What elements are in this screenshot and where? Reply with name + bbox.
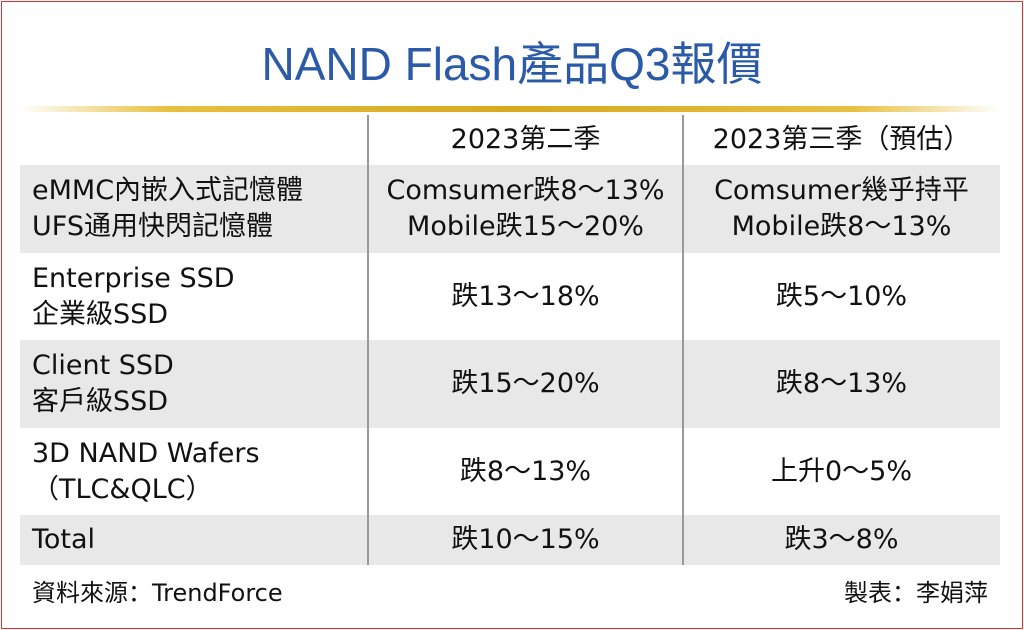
cell-line: Total <box>32 524 96 555</box>
cell-line: Comsumer跌8～13% <box>386 175 665 206</box>
title: NAND Flash產品Q3報價 <box>261 38 763 90</box>
cell-line: UFS通用快閃記憶體 <box>32 211 273 242</box>
table-cell: 上升0～5% <box>683 428 1000 515</box>
header-cell: 2023第三季（預估） <box>683 115 1000 165</box>
table-cell: 3D NAND Wafers （TLC&QLC） <box>32 428 372 515</box>
cell-line: 跌3～8% <box>784 524 899 555</box>
header-row: 2023第二季 2023第三季（預估） <box>20 115 1000 165</box>
credit: 製表：李娟萍 <box>844 579 988 607</box>
cell-line: Mobile跌8～13% <box>731 211 952 242</box>
source: 資料來源：TrendForce <box>32 579 283 607</box>
table-cell: Client SSD 客戶級SSD <box>32 340 372 428</box>
table-row: eMMC內嵌入式記憶體 UFS通用快閃記憶體 Comsumer跌8～13% Mobil… <box>20 165 1000 253</box>
table-cell: 跌8～13% <box>683 340 1000 428</box>
cell-line: 跌8～13% <box>459 455 592 487</box>
cell-line: 跌13～18% <box>451 280 600 312</box>
table-row: 3D NAND Wafers （TLC&QLC） 跌8～13% 上升0～5% <box>20 428 1000 515</box>
cell-line: 3D NAND Wafers <box>32 437 260 469</box>
column-divider <box>367 115 369 565</box>
table-cell: 跌8～13% <box>368 428 683 515</box>
cell-line: 跌5～10% <box>775 280 908 312</box>
table-cell: Comsumer跌8～13% Mobile跌15～20% <box>368 165 683 253</box>
cell-line: 上升0～5% <box>770 455 912 487</box>
table-row: Enterprise SSD 企業級SSD 跌13～18% 跌5～10% <box>20 253 1000 340</box>
cell-line: Enterprise SSD <box>32 262 235 294</box>
table-cell: 跌15～20% <box>368 340 683 428</box>
table-cell: 跌13～18% <box>368 253 683 340</box>
cell-line: 跌15～20% <box>451 368 600 399</box>
cell-line: 企業級SSD <box>32 298 169 330</box>
column-divider <box>682 115 684 565</box>
table-cell: 跌10～15% <box>368 515 683 565</box>
cell-line: 客戶級SSD <box>32 386 169 417</box>
table-cell: eMMC內嵌入式記憶體 UFS通用快閃記憶體 <box>32 165 372 253</box>
table-cell: Enterprise SSD 企業級SSD <box>32 253 372 340</box>
table-row: Client SSD 客戶級SSD 跌15～20% 跌8～13% <box>20 340 1000 428</box>
cell-line: 跌10～15% <box>451 524 600 555</box>
cell-line: 跌8～13% <box>775 368 908 399</box>
cell-line: eMMC內嵌入式記憶體 <box>32 175 304 206</box>
table-cell: Comsumer幾乎持平 Mobile跌8～13% <box>683 165 1000 253</box>
header-text: 2023第三季（預估） <box>712 124 971 155</box>
cell-line: Client SSD <box>32 350 174 381</box>
cell-line: Mobile跌15～20% <box>407 211 644 242</box>
title-rule <box>20 106 1000 112</box>
table-cell: Total <box>32 515 372 565</box>
header-cell: 2023第二季 <box>368 115 683 165</box>
cell-line: Comsumer幾乎持平 <box>714 175 969 206</box>
table-row: Total 跌10～15% 跌3～8% <box>20 515 1000 565</box>
table-cell: 跌5～10% <box>683 253 1000 340</box>
header-text: 2023第二季 <box>450 124 601 155</box>
table-cell: 跌3～8% <box>683 515 1000 565</box>
cell-line: （TLC&QLC） <box>32 473 213 505</box>
